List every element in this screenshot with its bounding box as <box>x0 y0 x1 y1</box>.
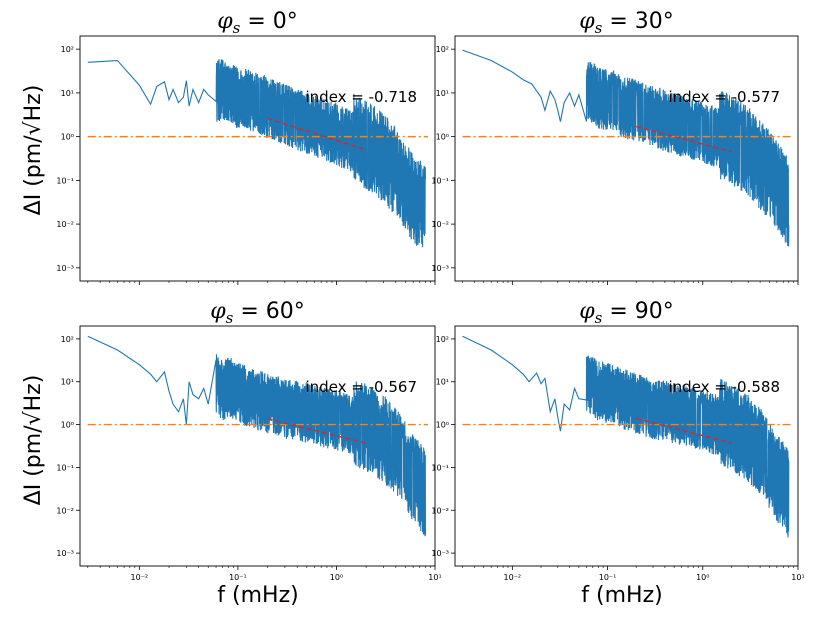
y-tick-label: 10⁰ <box>436 421 449 430</box>
index-annotation: index = -0.577 <box>669 88 781 106</box>
index-annotation: index = -0.567 <box>306 378 418 396</box>
panels: 10² 10¹ 10⁰ 10⁻¹ 10⁻² 10⁻³ index = -0.718 φs = … <box>56 9 804 582</box>
y-tick-label: 10¹ <box>436 378 449 387</box>
x-tick-label: 10⁻² <box>131 573 149 582</box>
series-spectrum <box>462 335 790 538</box>
x-tick-label: 10⁻¹ <box>229 573 247 582</box>
axes-frame <box>79 325 436 567</box>
y-tick-label: 10⁻³ <box>56 549 74 558</box>
y-tick-label: 10² <box>61 335 74 344</box>
panel-title: φs = 90° <box>579 299 674 327</box>
series-spectrum <box>87 59 426 248</box>
y-tick-label: 10⁰ <box>436 133 449 142</box>
series-fit <box>267 117 367 151</box>
y-tick-label: 10⁰ <box>61 133 74 142</box>
y-tick-label: 10⁻¹ <box>431 463 449 472</box>
plot-area <box>462 335 792 538</box>
plot-area <box>87 59 429 248</box>
panel-title: φs = 30° <box>579 9 674 37</box>
series-fit <box>267 418 367 444</box>
y-tick-label: 10¹ <box>436 89 449 98</box>
series-spectrum <box>462 49 790 247</box>
xlabel-right: f (mHz) <box>581 583 662 608</box>
series-spectrum <box>87 335 426 537</box>
x-tick-label: 10⁰ <box>330 573 343 582</box>
panel-1: 10² 10¹ 10⁰ 10⁻¹ 10⁻² 10⁻³ index = -0.718 φs = … <box>56 9 436 285</box>
axes-frame <box>454 35 799 282</box>
index-annotation: index = -0.718 <box>306 88 418 106</box>
y-tick-label: 10⁻² <box>56 220 74 229</box>
x-tick-label: 10⁻¹ <box>599 573 617 582</box>
y-tick-label: 10⁻² <box>431 220 449 229</box>
y-tick-label: 10¹ <box>61 378 74 387</box>
index-annotation: index = -0.588 <box>669 378 781 396</box>
series-fit <box>636 417 732 444</box>
x-tick-label: 10⁻² <box>504 573 522 582</box>
y-tick-label: 10² <box>436 335 449 344</box>
x-tick-label: 10¹ <box>428 573 441 582</box>
y-tick-label: 10⁻³ <box>431 549 449 558</box>
y-tick-label: 10⁻² <box>431 506 449 515</box>
y-tick-label: 10⁻¹ <box>431 176 449 185</box>
y-tick-label: 10¹ <box>61 89 74 98</box>
x-tick-label: 10¹ <box>791 573 804 582</box>
series-fit <box>636 125 732 153</box>
y-tick-label: 10⁻¹ <box>56 176 74 185</box>
panel-title: φs = 60° <box>210 299 305 327</box>
y-tick-label: 10⁻¹ <box>56 463 74 472</box>
xlabel-left: f (mHz) <box>217 583 298 608</box>
x-tick-label: 10⁰ <box>696 573 709 582</box>
panel-3: 10⁻² 10⁻¹ 10⁰ 10¹ 10² 10¹ 10⁰ 10⁻¹ 10⁻² 10⁻³ index… <box>56 299 441 582</box>
plot-area <box>462 49 792 247</box>
panel-4: 10⁻² 10⁻¹ 10⁰ 10¹ 10² 10¹ 10⁰ 10⁻¹ 10⁻² 10⁻³ index… <box>431 299 804 582</box>
axes-frame <box>454 325 799 567</box>
plot-area <box>87 335 429 537</box>
y-tick-label: 10⁻³ <box>431 264 449 273</box>
panel-title: φs = 0° <box>217 9 298 37</box>
y-tick-label: 10² <box>436 45 449 54</box>
ylabel-bottom: ΔI (pm/√Hz) <box>21 375 46 506</box>
y-tick-label: 10⁰ <box>61 421 74 430</box>
y-tick-label: 10⁻² <box>56 506 74 515</box>
ylabel-top: ΔI (pm/√Hz) <box>21 85 46 216</box>
axes-frame <box>79 35 436 282</box>
y-tick-label: 10⁻³ <box>56 264 74 273</box>
y-tick-label: 10² <box>61 45 74 54</box>
panel-2: 10² 10¹ 10⁰ 10⁻¹ 10⁻² 10⁻³ index = -0.577 φs = … <box>431 9 799 285</box>
